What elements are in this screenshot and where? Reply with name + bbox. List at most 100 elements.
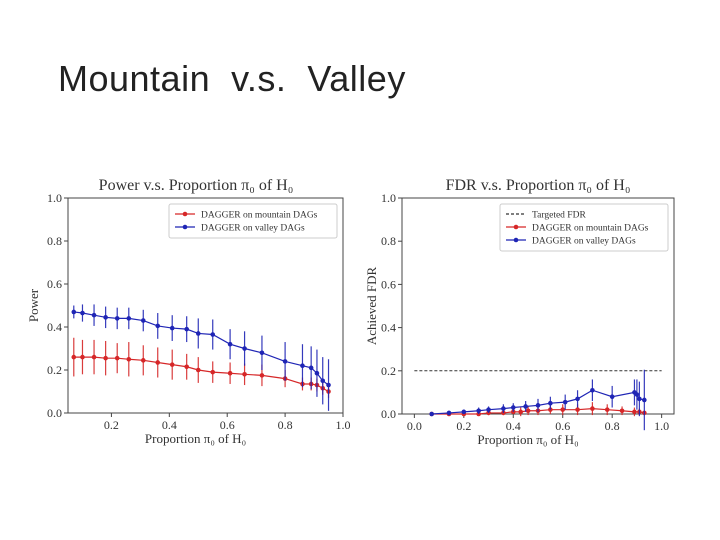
valley-series-point	[642, 397, 647, 403]
mountain-series-point	[227, 370, 233, 376]
mountain-series-point	[525, 408, 531, 414]
valley-series-point	[126, 316, 132, 321]
y-tick-label: 1.0	[47, 191, 62, 205]
mountain-series-point	[575, 407, 580, 412]
y-tick-label: 1.0	[381, 191, 396, 205]
mountain-series-point	[184, 364, 189, 370]
mountain-series-point	[114, 355, 120, 361]
x-tick-label: 0.4	[162, 418, 177, 432]
mountain-series-point	[604, 407, 610, 412]
valley-series-point	[548, 400, 553, 406]
x-tick-label: 0.6	[220, 418, 235, 432]
x-tick-label: 0.2	[104, 418, 119, 432]
x-axis-label: Proportion π₀ of H₀	[145, 431, 246, 446]
legend-label: DAGGER on valley DAGs	[532, 237, 636, 247]
legend-label: DAGGER on valley DAGs	[201, 224, 305, 234]
mountain-series-point	[210, 369, 216, 375]
fdr-chart: 0.0 0.2 0.4 0.6 0.8 1.0 0.0 0.2 0.4 0.6 0.8 1.0 FDR …	[364, 177, 675, 447]
mountain-series-point	[71, 354, 77, 360]
y-tick-label: 0.8	[47, 234, 62, 248]
x-tick-label: 1.0	[336, 418, 351, 432]
mountain-series-point	[80, 354, 85, 360]
valley-series-point	[637, 396, 642, 402]
valley-series-point	[510, 405, 516, 410]
valley-series-point	[562, 399, 568, 405]
valley-series-point	[140, 318, 146, 323]
valley-series-point	[590, 387, 595, 393]
valley-series-point	[501, 406, 506, 411]
valley-series-point	[282, 359, 288, 364]
mountain-series-point	[140, 358, 146, 363]
legend-marker	[513, 237, 519, 243]
mountain-series-point	[126, 356, 132, 362]
x-tick-label: 0.8	[605, 419, 620, 433]
valley-series-point	[429, 411, 434, 417]
mountain-series-point	[619, 408, 625, 414]
y-axis-label: Power	[26, 288, 41, 322]
y-tick-label: 0.4	[47, 320, 62, 334]
valley-series-point	[575, 396, 580, 402]
y-tick-label: 0.4	[381, 321, 396, 335]
valley-series-point	[609, 394, 615, 400]
x-tick-label: 0.8	[278, 418, 293, 432]
valley-series-point	[476, 408, 481, 414]
y-tick-label: 0.8	[381, 234, 396, 248]
legend-label: DAGGER on mountain DAGs	[201, 211, 318, 221]
valley-series-point	[169, 325, 175, 331]
x-tick-label: 1.0	[654, 419, 669, 433]
valley-series-point	[446, 410, 452, 416]
mountain-series-point	[91, 354, 97, 360]
legend-label: DAGGER on mountain DAGs	[532, 224, 649, 234]
y-axis-label: Achieved FDR	[364, 267, 379, 346]
valley-series-point	[300, 363, 305, 368]
y-tick-label: 0.0	[47, 406, 62, 420]
valley-series-point	[634, 392, 640, 397]
plot-frame	[67, 197, 344, 414]
valley-series-point	[320, 378, 326, 384]
x-tick-label: 0.2	[456, 419, 471, 433]
legend-label: Targeted FDR	[532, 211, 586, 221]
mountain-series-point	[259, 373, 265, 378]
legend-marker	[513, 224, 519, 230]
valley-series-point	[71, 309, 77, 315]
legend-marker	[182, 211, 188, 217]
valley-series-line	[73, 311, 329, 386]
legend-box	[499, 203, 669, 252]
valley-series-point	[523, 404, 528, 409]
valley-series-point	[184, 326, 189, 332]
chart-title: FDR v.s. Proportion π₀ of H₀	[446, 177, 631, 194]
valley-series-point	[195, 331, 201, 336]
mountain-series-point	[590, 406, 595, 411]
mountain-series-point	[195, 367, 201, 373]
valley-series-point	[308, 365, 314, 371]
valley-series-point	[155, 323, 161, 329]
legend-box	[168, 203, 338, 239]
slide-title: Mountain v.s. Valley	[58, 58, 406, 99]
legend-marker	[182, 224, 188, 230]
valley-series-point	[227, 341, 233, 347]
mountain-series-point	[169, 362, 175, 367]
mountain-series-point	[155, 360, 161, 365]
valley-series-point	[80, 310, 85, 316]
valley-series-point	[242, 346, 247, 351]
chart-title: Power v.s. Proportion π₀ of H₀	[99, 177, 294, 194]
y-tick-label: 0.6	[381, 277, 396, 291]
power-chart: 0.0 0.2 0.4 0.6 0.8 1.0 0.2 0.4 0.6 0.8 1.0 Power v…	[26, 177, 351, 446]
valley-series-point	[326, 382, 331, 388]
y-tick-label: 0.6	[47, 277, 62, 291]
valley-series-point	[314, 370, 320, 376]
valley-series-point	[461, 409, 467, 415]
y-tick-label: 0.2	[47, 363, 62, 377]
valley-series-point	[210, 332, 216, 337]
valley-series-point	[486, 407, 491, 412]
mountain-series-point	[103, 355, 108, 361]
valley-series-point	[535, 403, 541, 408]
x-tick-label: 0.0	[407, 419, 422, 433]
y-tick-label: 0.2	[381, 364, 396, 378]
x-axis-label: Proportion π₀ of H₀	[477, 432, 578, 447]
mountain-series-point	[632, 409, 637, 415]
valley-series-point	[259, 350, 265, 356]
y-tick-label: 0.0	[381, 407, 396, 421]
mountain-series-point	[242, 372, 247, 377]
x-tick-label: 0.4	[506, 419, 521, 433]
